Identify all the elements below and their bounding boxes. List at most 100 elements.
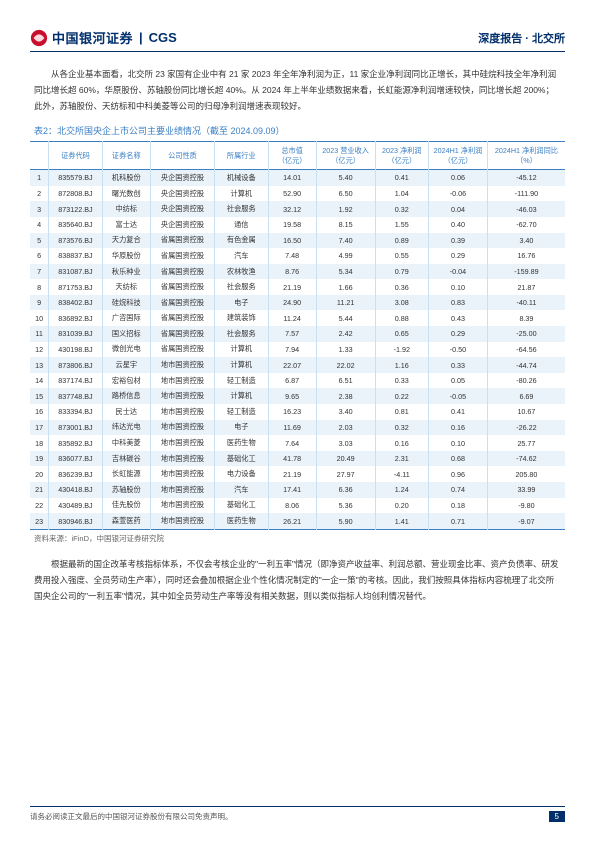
table-cell: 曙光数创 (102, 186, 150, 202)
table-row: 17873001.BJ纬达光电地市国资控股电子11.692.030.320.16… (30, 420, 565, 436)
logo-icon (30, 29, 48, 47)
table-cell: 0.68 (429, 451, 488, 467)
table-row: 4835640.BJ富士达央企国资控股通信19.588.151.550.40-6… (30, 217, 565, 233)
table-cell: 5.44 (316, 310, 375, 326)
table-row: 8871753.BJ天纺标省属国资控股社会服务21.191.660.360.10… (30, 279, 565, 295)
table-cell: 0.40 (429, 217, 488, 233)
table-row: 6838837.BJ华原股份省属国资控股汽车7.484.990.550.2916… (30, 248, 565, 264)
table-cell: 6.69 (487, 388, 565, 404)
table-cell: 富士达 (102, 217, 150, 233)
table-cell: 央企国资控股 (150, 201, 214, 217)
table-cell: 纬达光电 (102, 420, 150, 436)
table-cell: 838402.BJ (49, 295, 103, 311)
table-cell: 873001.BJ (49, 420, 103, 436)
table-cell: 5.90 (316, 513, 375, 529)
table-cell: 11 (30, 326, 49, 342)
table-cell: 24.90 (268, 295, 316, 311)
table-cell: 云星宇 (102, 357, 150, 373)
table-caption: 表2：北交所国央企上市公司主要业绩情况（截至 2024.09.09） (30, 124, 565, 137)
table-cell: 22.07 (268, 357, 316, 373)
table-cell: 3.40 (487, 233, 565, 249)
table-cell: -4.11 (375, 466, 429, 482)
table-row: 12430198.BJ微创光电省属国资控股计算机7.941.33-1.92-0.… (30, 342, 565, 358)
table-cell: 0.10 (429, 435, 488, 451)
table-cell: 0.10 (429, 279, 488, 295)
table-cell: 硅烷科技 (102, 295, 150, 311)
table-cell: 森萱医药 (102, 513, 150, 529)
table-cell: 计算机 (215, 388, 269, 404)
table-cell: 25.77 (487, 435, 565, 451)
table-cell: 5.34 (316, 264, 375, 280)
table-cell: 有色金属 (215, 233, 269, 249)
table-cell: 2.31 (375, 451, 429, 467)
table-cell: 社会服务 (215, 201, 269, 217)
table-cell: 52.90 (268, 186, 316, 202)
table-cell: 0.18 (429, 498, 488, 514)
table-cell: 省属国资控股 (150, 310, 214, 326)
table-cell: 地市国资控股 (150, 420, 214, 436)
table-cell: 21 (30, 482, 49, 498)
table-row: 14837174.BJ宏裕包材地市国资控股轻工制造6.876.510.330.0… (30, 373, 565, 389)
table-cell: 0.65 (375, 326, 429, 342)
table-cell: 5.36 (316, 498, 375, 514)
table-cell: 41.78 (268, 451, 316, 467)
logo-text-cn: 中国银河证券 (52, 28, 133, 47)
table-cell: 苏轴股份 (102, 482, 150, 498)
company-logo: 中国银河证券 | CGS (30, 28, 177, 47)
table-cell: 835579.BJ (49, 170, 103, 186)
table-cell: 22 (30, 498, 49, 514)
report-sep: · (525, 33, 529, 45)
table-row: 18835892.BJ中科美菱地市国资控股医药生物7.643.030.160.1… (30, 435, 565, 451)
report-type: 深度报告 (478, 33, 522, 45)
table-cell: 地市国资控股 (150, 513, 214, 529)
table-cell: 2 (30, 186, 49, 202)
post-paragraph: 根据最新的国企改革考核指标体系，不仅会考核企业的"一利五率"情况（即净资产收益率… (30, 556, 565, 604)
table-cell: 6 (30, 248, 49, 264)
table-cell: 医药生物 (215, 435, 269, 451)
table-cell: 中纺标 (102, 201, 150, 217)
col-header: 2023 净利润（亿元） (375, 142, 429, 170)
table-cell: 16.23 (268, 404, 316, 420)
table-cell: 建筑装饰 (215, 310, 269, 326)
col-header (30, 142, 49, 170)
table-cell: 19.58 (268, 217, 316, 233)
table-cell: 14.01 (268, 170, 316, 186)
table-cell: 3.40 (316, 404, 375, 420)
table-cell: 佳先股份 (102, 498, 150, 514)
table-cell: -0.06 (429, 186, 488, 202)
table-cell: 3 (30, 201, 49, 217)
table-cell: 18 (30, 435, 49, 451)
table-cell: 7.48 (268, 248, 316, 264)
table-cell: -64.56 (487, 342, 565, 358)
table-cell: 20.49 (316, 451, 375, 467)
table-cell: 871753.BJ (49, 279, 103, 295)
table-cell: -25.00 (487, 326, 565, 342)
table-cell: 长虹能源 (102, 466, 150, 482)
table-row: 16833394.BJ民士达地市国资控股轻工制造16.233.400.810.4… (30, 404, 565, 420)
table-row: 22430489.BJ佳先股份地市国资控股基础化工8.065.360.200.1… (30, 498, 565, 514)
table-cell: 836239.BJ (49, 466, 103, 482)
table-cell: 1.41 (375, 513, 429, 529)
table-cell: 836077.BJ (49, 451, 103, 467)
table-cell: 国义招标 (102, 326, 150, 342)
table-cell: 汽车 (215, 482, 269, 498)
table-cell: 22.02 (316, 357, 375, 373)
table-cell: 医药生物 (215, 513, 269, 529)
table-cell: 0.29 (429, 326, 488, 342)
table-row: 23830946.BJ森萱医药地市国资控股医药生物26.215.901.410.… (30, 513, 565, 529)
table-cell: 0.88 (375, 310, 429, 326)
table-cell: 0.96 (429, 466, 488, 482)
table-cell: 轻工制造 (215, 404, 269, 420)
table-cell: 4 (30, 217, 49, 233)
table-cell: 11.69 (268, 420, 316, 436)
intro-paragraph: 从各企业基本面看，北交所 23 家国有企业中有 21 家 2023 年全年净利润… (30, 66, 565, 114)
table-cell: 873806.BJ (49, 357, 103, 373)
table-cell: 837748.BJ (49, 388, 103, 404)
table-cell: 12 (30, 342, 49, 358)
table-cell: 2.42 (316, 326, 375, 342)
table-cell: -0.05 (429, 388, 488, 404)
table-cell: 1.55 (375, 217, 429, 233)
table-cell: 电子 (215, 420, 269, 436)
table-cell: 基础化工 (215, 498, 269, 514)
table-cell: 26.21 (268, 513, 316, 529)
